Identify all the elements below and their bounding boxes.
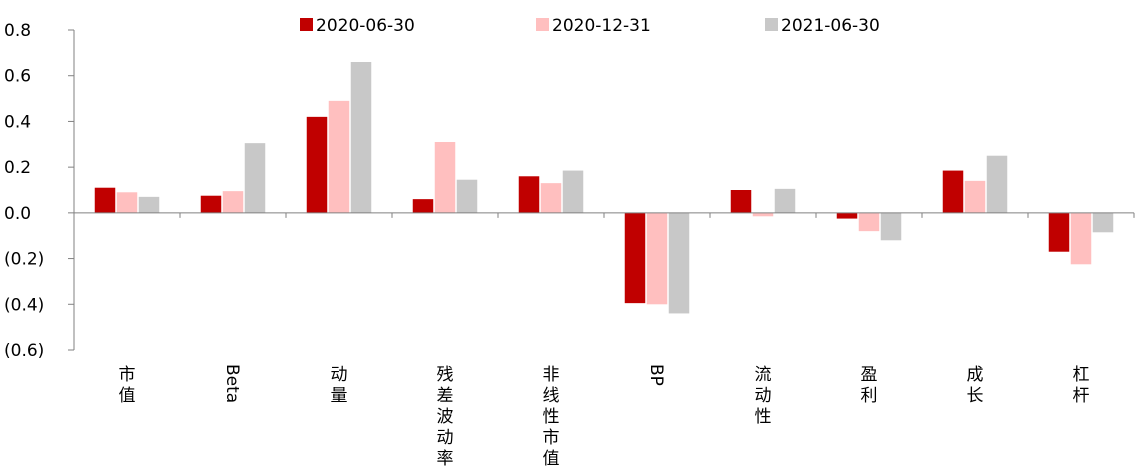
x-labels: 市值 Beta 动量 残差波动率 非线性市值 BP 流动性 盈利 成长 杠杆: [119, 364, 1090, 469]
legend-label: 2020-06-30: [316, 16, 415, 36]
bar: [562, 170, 584, 213]
bar: [836, 212, 858, 219]
x-category-label: Beta: [222, 364, 242, 403]
x-category-label: 成长: [967, 365, 984, 406]
bar: [774, 188, 796, 213]
bar: [880, 212, 902, 241]
y-tick-label: 0.4: [4, 112, 31, 132]
y-tick-label: (0.2): [4, 250, 44, 270]
bar: [350, 62, 372, 213]
bar: [222, 191, 244, 213]
bar: [328, 100, 350, 213]
bar: [752, 212, 774, 217]
bar: [94, 187, 116, 213]
legend-label: 2020-12-31: [552, 16, 651, 36]
bars: [94, 62, 1114, 314]
bar: [964, 180, 986, 213]
x-category-label: 盈利: [861, 365, 878, 406]
x-category-label: 杠杆: [1073, 365, 1090, 406]
bar: [1070, 212, 1092, 265]
x-category-label: 动量: [331, 365, 348, 406]
bar: [1048, 212, 1070, 252]
bar: [306, 116, 328, 213]
bar: [540, 183, 562, 213]
x-category-label: 非线性市值: [543, 365, 560, 469]
bar: [456, 179, 478, 213]
x-category-label: 残差波动率: [437, 365, 454, 469]
bar: [668, 212, 690, 314]
y-tick-label: 0.2: [4, 158, 31, 178]
bar: [138, 196, 160, 213]
y-tick-label: (0.6): [4, 341, 44, 361]
legend-swatch: [536, 18, 549, 31]
y-axis: 0.8 0.6 0.4 0.2 0.0 (0.2) (0.4) (0.6): [4, 21, 75, 361]
bar: [730, 190, 752, 213]
legend: 2020-06-30 2020-12-31 2021-06-30: [300, 16, 880, 36]
bar: [858, 212, 880, 232]
y-tick-label: 0.0: [4, 204, 31, 224]
legend-swatch: [300, 18, 313, 31]
x-category-label: BP: [646, 364, 666, 386]
bar: [942, 170, 964, 213]
bar: [518, 176, 540, 213]
bar: [116, 192, 138, 213]
y-tick-label: 0.6: [4, 67, 31, 87]
x-category-label: 流动性: [755, 365, 772, 427]
bar: [412, 199, 434, 213]
legend-swatch: [765, 18, 778, 31]
bar: [244, 143, 266, 213]
x-category-label: 市值: [119, 365, 136, 406]
bar: [986, 155, 1008, 213]
legend-label: 2021-06-30: [781, 16, 880, 36]
x-axis: [73, 212, 1135, 218]
bar: [200, 195, 222, 213]
bar: [1092, 212, 1114, 233]
bar: [624, 212, 646, 304]
bar: [434, 142, 456, 213]
bar: [646, 212, 668, 305]
y-tick-label: 0.8: [4, 21, 31, 41]
y-tick-label: (0.4): [4, 295, 44, 315]
